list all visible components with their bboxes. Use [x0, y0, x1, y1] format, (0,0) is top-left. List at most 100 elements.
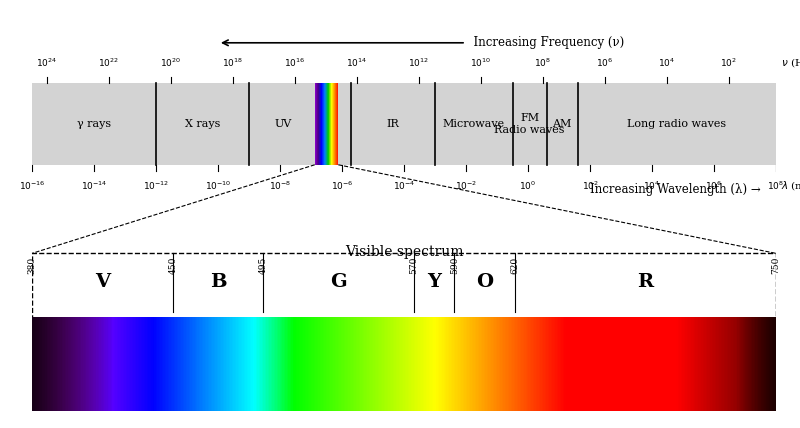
Bar	[740, 317, 742, 411]
Bar	[682, 317, 683, 411]
Bar	[166, 317, 168, 411]
Bar	[101, 317, 102, 411]
Bar	[344, 317, 345, 411]
Text: $10^{-14}$: $10^{-14}$	[81, 179, 107, 192]
Text: $10^{14}$: $10^{14}$	[346, 56, 367, 69]
Text: X rays: X rays	[185, 119, 220, 129]
Text: $10^{18}$: $10^{18}$	[222, 56, 243, 69]
Bar	[595, 317, 597, 411]
Bar	[182, 317, 184, 411]
Bar	[474, 317, 475, 411]
Bar	[622, 317, 624, 411]
Bar	[384, 317, 386, 411]
Bar	[205, 317, 206, 411]
Bar	[270, 317, 272, 411]
Bar	[338, 317, 339, 411]
Bar	[277, 317, 278, 411]
Bar	[721, 317, 722, 411]
Text: R: R	[638, 273, 654, 291]
Bar	[374, 317, 375, 411]
Bar	[68, 317, 70, 411]
Bar	[761, 317, 762, 411]
Bar	[454, 317, 455, 411]
Bar	[657, 317, 658, 411]
Bar	[598, 317, 600, 411]
Bar	[72, 317, 74, 411]
Bar	[218, 317, 220, 411]
Bar	[710, 317, 712, 411]
Bar	[408, 317, 410, 411]
Bar	[564, 317, 566, 411]
Bar	[572, 317, 574, 411]
Bar	[49, 317, 50, 411]
Bar	[230, 317, 232, 411]
Bar	[484, 317, 486, 411]
Bar	[103, 317, 105, 411]
Bar	[703, 317, 705, 411]
Bar	[630, 317, 631, 411]
Bar	[524, 317, 526, 411]
Bar	[662, 317, 664, 411]
Bar	[387, 317, 388, 411]
Bar	[709, 317, 710, 411]
Bar	[441, 317, 442, 411]
Bar	[111, 317, 113, 411]
Bar	[581, 317, 582, 411]
Bar	[154, 317, 156, 411]
Bar	[38, 317, 40, 411]
Bar	[754, 317, 755, 411]
Bar	[63, 317, 65, 411]
Bar	[566, 317, 567, 411]
Bar	[770, 317, 772, 411]
Bar	[357, 317, 358, 411]
Bar	[80, 317, 82, 411]
Bar	[279, 317, 281, 411]
Bar	[433, 317, 434, 411]
Bar	[633, 317, 634, 411]
Bar	[669, 317, 670, 411]
Bar	[208, 317, 210, 411]
Bar	[162, 317, 163, 411]
Text: AM: AM	[553, 119, 572, 129]
Bar	[73, 317, 74, 411]
Bar	[62, 317, 63, 411]
Bar	[405, 317, 406, 411]
Text: IR: IR	[386, 119, 399, 129]
Bar	[715, 317, 716, 411]
Bar	[643, 317, 645, 411]
Bar	[284, 317, 286, 411]
Bar	[266, 317, 267, 411]
Bar	[32, 317, 34, 411]
Bar	[275, 317, 277, 411]
Bar	[705, 317, 706, 411]
Bar	[503, 317, 505, 411]
Bar	[464, 317, 466, 411]
Bar	[117, 317, 118, 411]
Bar	[342, 317, 344, 411]
Bar	[139, 317, 141, 411]
Bar	[263, 317, 265, 411]
Bar	[769, 317, 770, 411]
Text: $10^{-10}$: $10^{-10}$	[205, 179, 231, 192]
Bar	[75, 317, 77, 411]
Bar	[332, 317, 333, 411]
Bar	[448, 317, 450, 411]
Bar	[529, 317, 530, 411]
Text: $10^{4}$: $10^{4}$	[658, 56, 675, 69]
Bar	[260, 317, 262, 411]
Bar	[661, 317, 662, 411]
Bar	[262, 317, 263, 411]
Bar	[274, 317, 275, 411]
Bar	[400, 317, 402, 411]
Bar	[54, 317, 56, 411]
Bar	[650, 317, 652, 411]
Bar	[591, 317, 593, 411]
Bar	[153, 317, 154, 411]
Bar	[57, 317, 58, 411]
Bar	[144, 317, 146, 411]
Bar	[670, 317, 672, 411]
Bar	[388, 317, 390, 411]
Bar	[681, 317, 682, 411]
Bar	[353, 317, 354, 411]
Bar	[627, 317, 628, 411]
